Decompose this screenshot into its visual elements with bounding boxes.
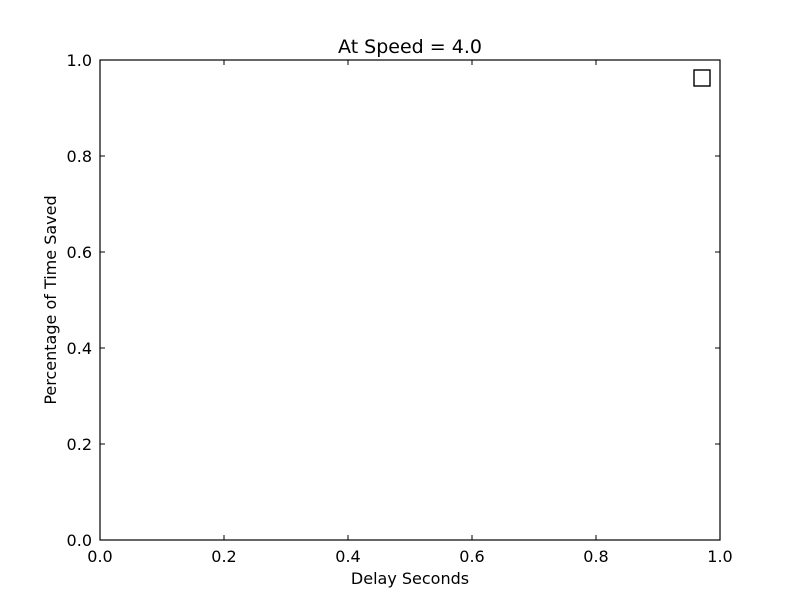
x-tick-label: 0.8 bbox=[583, 547, 608, 566]
y-tick-label: 1.0 bbox=[67, 51, 92, 70]
plot-area bbox=[99, 59, 721, 541]
legend-marker-square bbox=[693, 69, 711, 87]
y-tick-label: 0.2 bbox=[67, 435, 92, 454]
y-tick-label: 0.4 bbox=[67, 339, 92, 358]
x-tick-label: 1.0 bbox=[707, 547, 732, 566]
y-axis: 0.0 0.2 0.4 0.6 0.8 1.0 bbox=[67, 51, 720, 550]
y-tick-label: 0.0 bbox=[67, 531, 92, 550]
x-tick-label: 0.2 bbox=[211, 547, 236, 566]
chart-title: At Speed = 4.0 bbox=[338, 36, 482, 58]
y-tick-label: 0.8 bbox=[67, 147, 92, 166]
legend bbox=[693, 69, 711, 87]
y-axis-label: Percentage of Time Saved bbox=[41, 195, 60, 404]
x-tick-label: 0.6 bbox=[459, 547, 484, 566]
y-tick-label: 0.6 bbox=[67, 243, 92, 262]
x-tick-label: 0.0 bbox=[87, 547, 112, 566]
x-tick-label: 0.4 bbox=[335, 547, 360, 566]
x-axis: 0.0 0.2 0.4 0.6 0.8 1.0 bbox=[87, 60, 733, 566]
x-axis-label: Delay Seconds bbox=[351, 569, 469, 588]
